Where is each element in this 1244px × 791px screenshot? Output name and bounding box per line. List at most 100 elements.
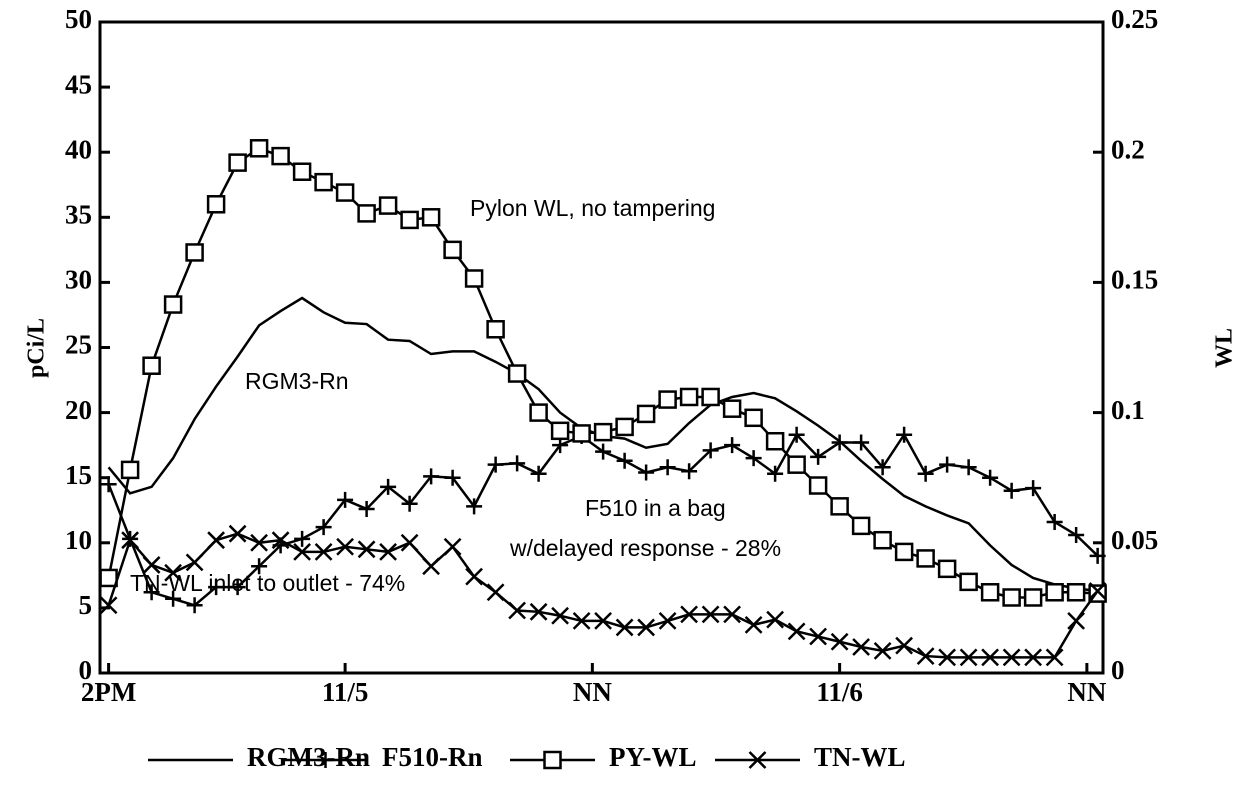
point-marker (917, 465, 934, 482)
point-marker (593, 422, 613, 442)
point-marker (766, 610, 785, 629)
y-tick-label: 25 (65, 330, 92, 360)
x-tick-label: NN (1067, 677, 1106, 707)
point-marker (809, 627, 828, 646)
point-marker (228, 153, 247, 172)
point-marker (529, 403, 548, 422)
point-marker (380, 478, 397, 495)
point-marker (529, 602, 548, 621)
point-marker (1088, 582, 1107, 600)
y-tick-label: 15 (65, 460, 92, 490)
legend-label: RGM3-Rn (247, 742, 370, 772)
point-marker (615, 417, 634, 437)
point-marker (787, 622, 806, 641)
point-marker (595, 443, 612, 460)
point-marker (164, 563, 182, 582)
point-marker (873, 530, 892, 550)
point-marker (982, 469, 999, 486)
point-marker (358, 500, 375, 517)
point-marker (1024, 648, 1043, 667)
y2-tick-label: 0 (1111, 655, 1125, 685)
y-tick-label: 0 (79, 655, 93, 685)
point-marker (723, 605, 741, 624)
point-marker (401, 495, 418, 512)
point-marker (616, 452, 633, 469)
point-marker (1002, 588, 1021, 607)
point-marker (550, 421, 570, 441)
point-marker (1046, 513, 1063, 530)
point-marker (851, 516, 871, 536)
point-marker (185, 553, 204, 572)
point-marker (335, 183, 355, 202)
point-marker (464, 269, 484, 288)
point-marker (379, 543, 397, 561)
point-marker (873, 641, 892, 660)
point-marker (443, 240, 462, 260)
point-marker (874, 459, 891, 476)
point-marker (336, 537, 354, 556)
point-marker (831, 434, 848, 451)
point-marker (701, 387, 720, 407)
point-marker (443, 537, 462, 556)
point-marker (422, 557, 440, 576)
annotation: TN-WL inlet to outlet - 74% (130, 570, 405, 596)
point-marker (142, 556, 161, 574)
point-marker (444, 469, 461, 486)
point-marker (916, 549, 935, 568)
point-marker (208, 579, 225, 596)
point-marker (466, 498, 483, 515)
y2-tick-label: 0.05 (1111, 525, 1158, 555)
point-marker (830, 497, 849, 516)
point-marker (250, 533, 268, 552)
point-marker (724, 437, 741, 454)
point-marker (251, 558, 268, 575)
legend-label: TN-WL (814, 742, 906, 772)
point-marker (99, 568, 118, 588)
point-marker (788, 426, 805, 443)
y-tick-label: 35 (65, 200, 92, 230)
point-marker (938, 648, 957, 667)
point-marker (679, 387, 699, 407)
y-tick-label: 30 (65, 265, 92, 295)
point-marker (1089, 547, 1106, 564)
point-marker (486, 583, 505, 602)
point-marker (228, 524, 247, 543)
point-marker (465, 567, 483, 586)
point-marker (1068, 526, 1085, 543)
point-marker (810, 448, 827, 465)
point-marker (163, 295, 183, 314)
point-marker (702, 442, 719, 459)
point-marker (421, 208, 441, 227)
point-marker (852, 638, 871, 656)
point-marker (293, 543, 311, 561)
y-tick-label: 45 (65, 69, 92, 99)
point-marker (271, 146, 290, 166)
point-marker (207, 531, 225, 550)
y2-tick-label: 0.15 (1111, 265, 1158, 295)
point-marker (659, 459, 676, 476)
point-marker (959, 648, 978, 667)
point-marker (745, 450, 762, 467)
y-tick-label: 40 (65, 134, 92, 164)
point-marker (487, 456, 504, 473)
point-marker (787, 455, 806, 474)
point-marker (1002, 648, 1021, 667)
point-marker (680, 605, 698, 624)
y-tick-label: 5 (79, 590, 93, 620)
point-marker (701, 605, 720, 624)
point-marker (294, 530, 311, 547)
point-marker (1023, 588, 1043, 607)
y2-axis-label: WL (1212, 328, 1238, 368)
point-marker (120, 460, 140, 480)
point-marker (658, 612, 677, 630)
point-marker (744, 408, 763, 428)
point-marker (507, 364, 527, 383)
point-marker (615, 618, 634, 637)
y2-tick-label: 0.25 (1111, 4, 1158, 34)
point-marker (400, 533, 419, 552)
point-marker (186, 597, 203, 614)
x-tick-label: 2PM (81, 677, 136, 707)
point-marker (292, 162, 312, 181)
point-marker (1067, 612, 1086, 630)
point-marker (960, 459, 977, 476)
